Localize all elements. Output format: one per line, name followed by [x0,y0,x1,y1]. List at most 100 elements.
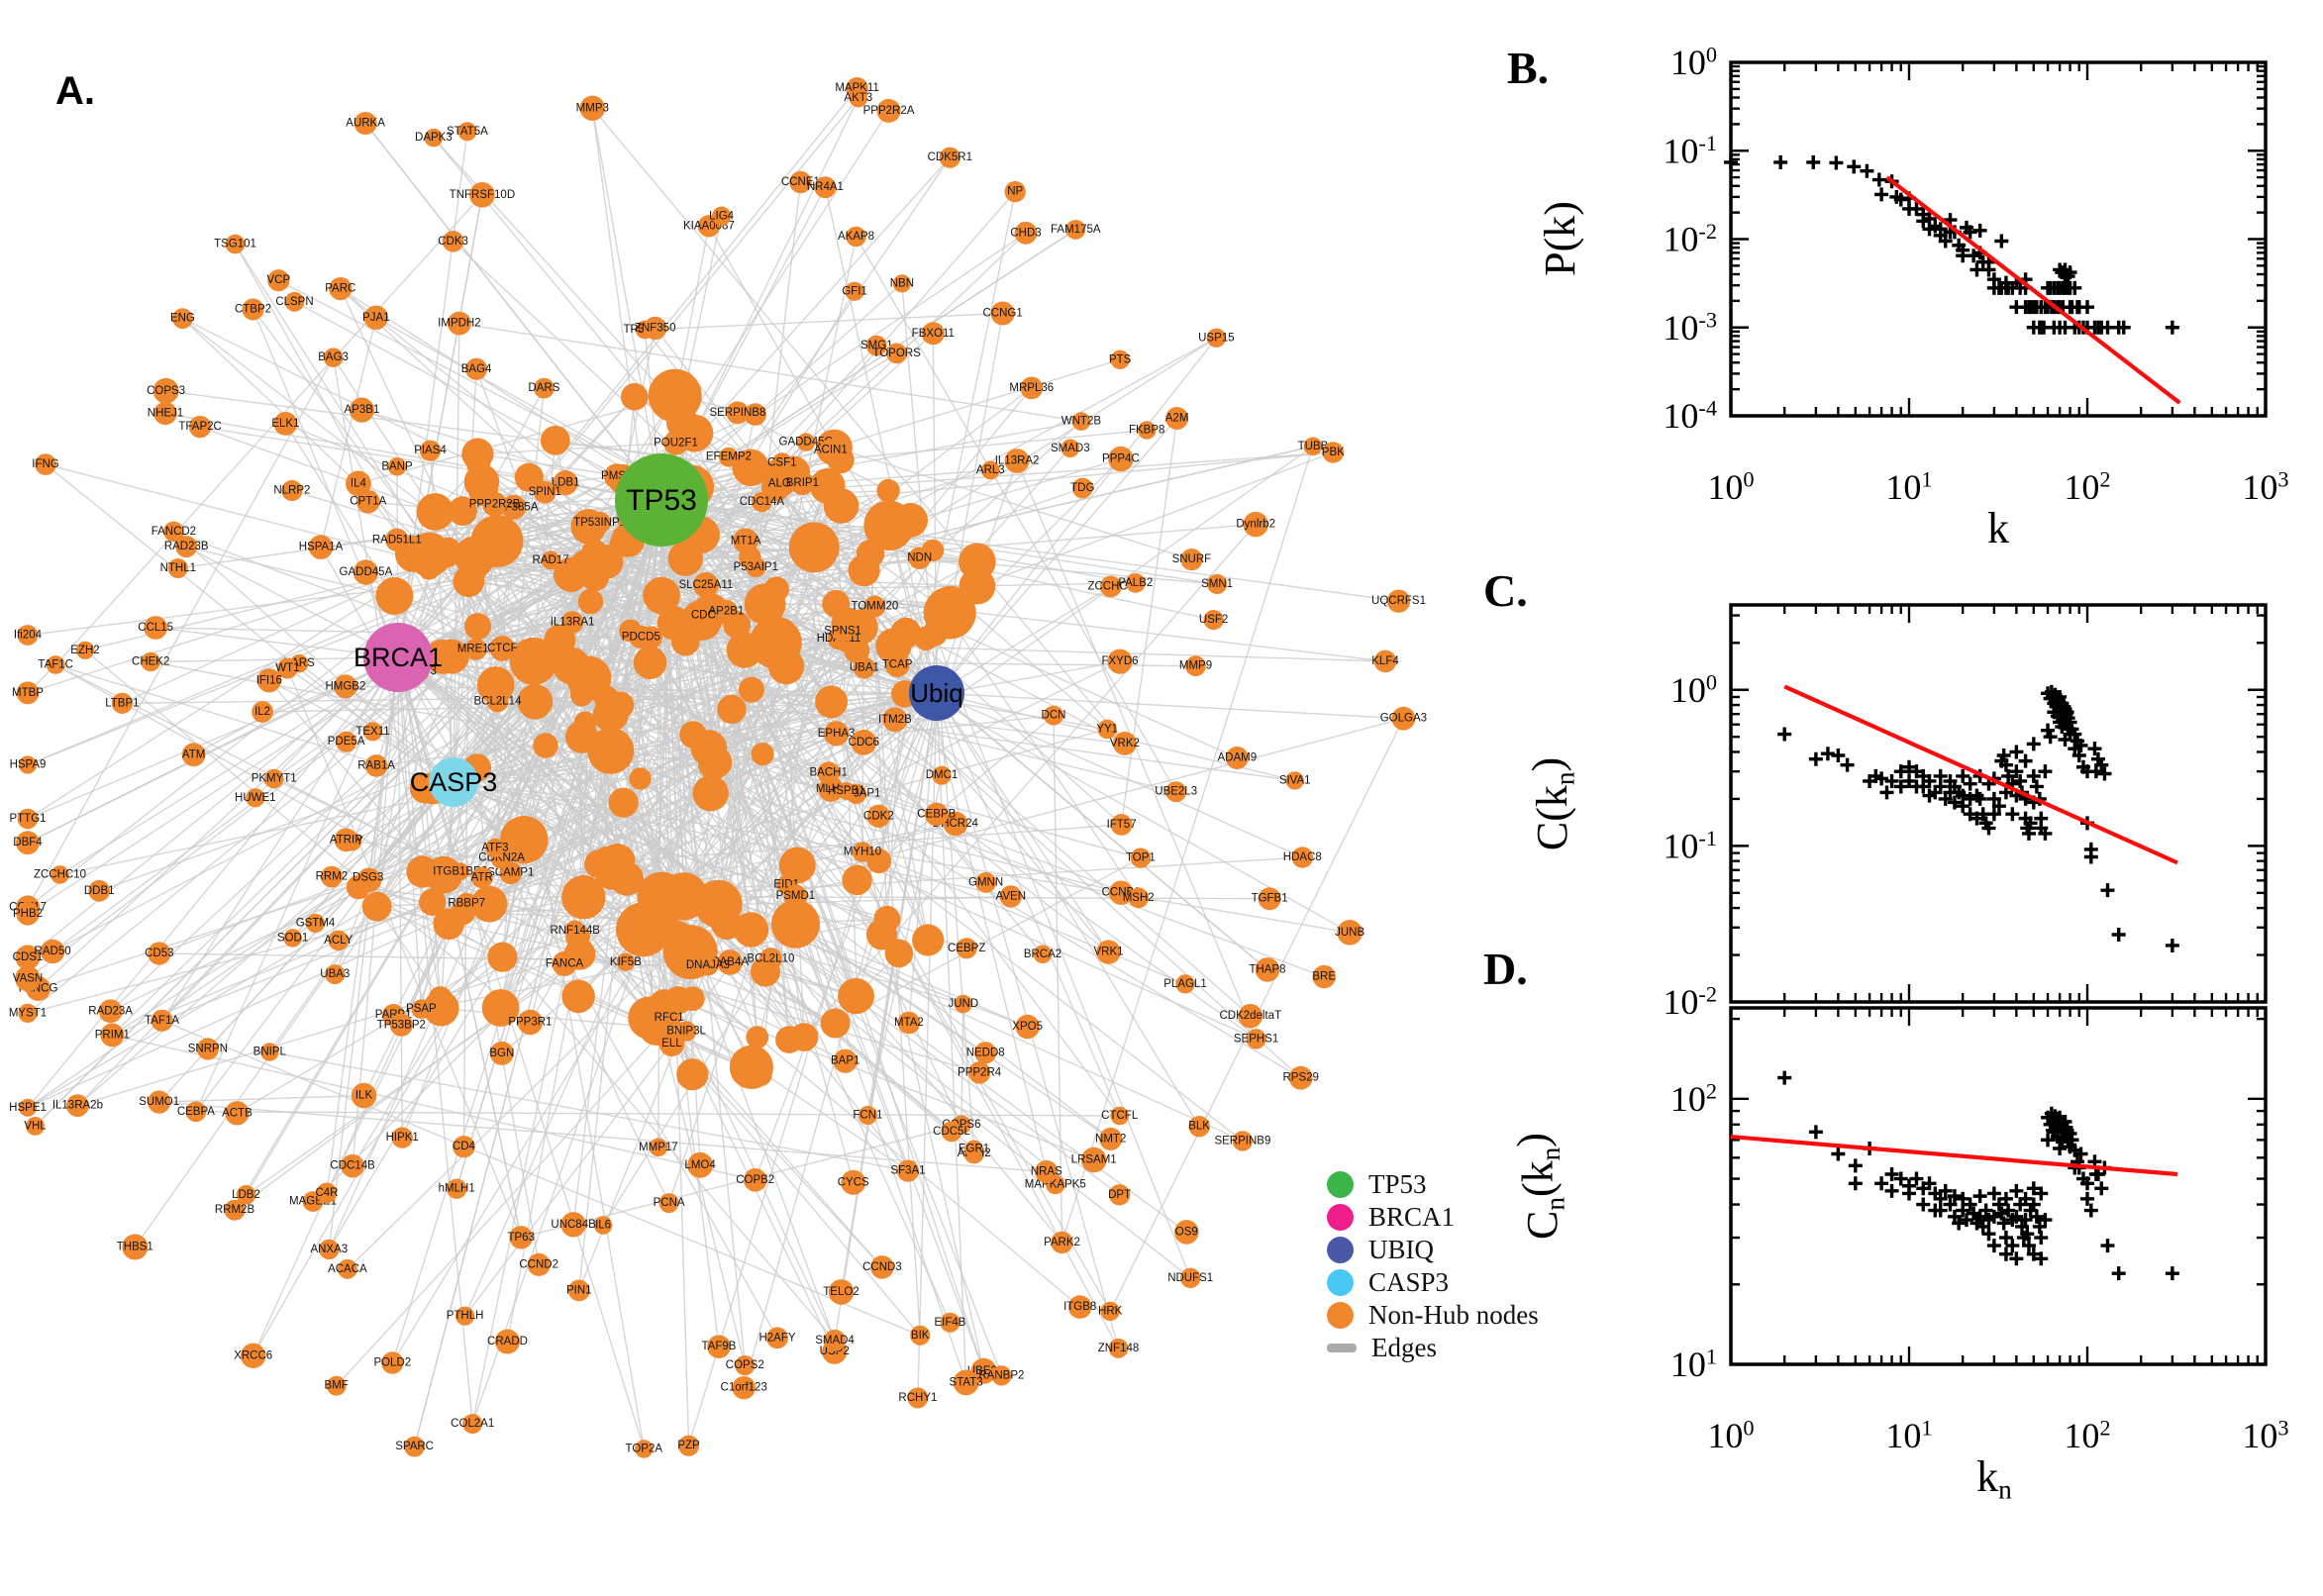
gene-node-label: GFI1 [842,285,867,297]
gene-node-label: BRIP1 [786,477,819,489]
gene-node-label: NR4A1 [807,181,844,193]
gene-node-label: ZCCHC8 [1087,580,1134,592]
gene-node-label: RAD50 [35,946,71,957]
legend-item-brca1: BRCA1 [1327,1201,1539,1234]
y-tick-label: 101 [1670,1345,1717,1384]
gene-node-label: POLD2 [373,1357,411,1369]
gene-node-label: LMO4 [684,1159,716,1171]
gene-node-label: NEDD8 [966,1047,1005,1058]
gene-node-label: SPARC [395,1441,434,1452]
gene-node-label: CDC14B [330,1160,375,1172]
hub-node-brca1 [363,623,433,692]
gene-node-label: NDUFS1 [1167,1272,1213,1284]
legend-item-label: TP53 [1368,1169,1427,1199]
gene-node-label: DAPK3 [415,132,453,144]
gene-node-label: SMAD3 [1051,443,1090,454]
gene-node-label: BAG3 [318,351,349,363]
gene-node-label: ATF3 [481,843,508,854]
gene-node-label: ATM [182,748,205,760]
gene-node-label: NMT2 [1095,1133,1126,1145]
gene-node-label: BANP [381,460,413,472]
network-legend: TP53 BRCA1 UBIQ CASP3 Non-Hub nodes Edges [1327,1168,1539,1364]
gene-node-label: MSH2 [1123,892,1155,904]
gene-node-label: ITM2B [878,714,912,726]
gene-node-label: MAPK11 [835,82,879,94]
gene-node-label: ARL3 [976,464,1005,476]
gene-node-label: PDCD5 [622,632,660,644]
gene-node-label: ACLY [324,935,354,947]
gene-node-label: FKBP8 [1129,425,1164,437]
gene-node-label: FAM175A [1051,224,1101,236]
gene-node-label: BMF [325,1380,349,1392]
gene-node-label: HSPE1 [9,1102,47,1114]
gene-node-label: TP53INP1 [573,517,626,529]
gene-node-label: CCNE1 [781,176,820,188]
gene-node-label: RRM2B [215,1204,255,1216]
gene-node-label: FXYD6 [1101,655,1138,667]
data-points [1777,684,2179,952]
gene-node-label: PTHLH [447,1310,484,1322]
gene-node-label: EZH2 [70,645,99,656]
legend-item-edges: Edges [1327,1332,1539,1364]
gene-node-label: DMC1 [926,769,959,781]
gene-node-label: CCND2 [519,1258,558,1270]
gene-node-label: LRSAM1 [1071,1154,1117,1166]
gene-node-label: PIAS4 [414,445,447,456]
gene-node-label: CD53 [145,948,173,959]
gene-node-label: IL13RA2b [52,1100,103,1112]
gene-node-label: AVEN [996,891,1026,903]
x-tick-label: 100 [1707,467,1754,507]
legend-item-label: Non-Hub nodes [1368,1300,1539,1330]
gene-node-label: HRK [1098,1305,1123,1317]
y-axis-title: C(kn) [1523,757,1579,850]
gene-node-label: IL2 [254,706,270,718]
gene-node-label: COL2A1 [451,1418,494,1430]
gene-node-label: DPT [1108,1189,1131,1201]
gene-node-label: CCNG1 [982,308,1022,320]
gene-node-label: SNRPN [188,1044,228,1055]
gene-node-label: RAD17 [533,554,569,566]
legend-item-label: Edges [1371,1333,1437,1362]
gene-node-label: AKAP8 [838,231,874,243]
gene-node-label: SMAD4 [815,1335,855,1347]
gene-node-label: NBN [890,277,914,289]
gene-node-label: MRPL36 [1009,382,1054,394]
gene-node-label: ZCCHC10 [34,869,86,881]
gene-node-label: CHEK2 [132,656,169,668]
gene-node-label: CDK5R1 [928,151,972,163]
gene-node-label: ACACA [328,1263,367,1275]
panel-c-label: C. [1483,565,1528,616]
legend-node-swatch [1327,1237,1354,1263]
gene-node-label: CRADD [487,1336,528,1347]
gene-node-label: IL13RA2 [995,455,1040,467]
gene-node-label: SLC25A11 [679,579,734,591]
gene-node-label: STAT3 [950,1376,983,1388]
gene-node-label: DSG3 [353,871,383,883]
gene-node-label: PPP4C [1102,453,1140,465]
gene-node-label: TDG [1070,482,1094,494]
gene-node-label: DCN [1042,710,1066,722]
gene-node-label: NP [1007,186,1023,198]
gene-node-label: JUNB [1335,927,1364,939]
gene-node-label: PZP [677,1440,700,1451]
gene-node-label: CTBP2 [235,304,271,316]
gene-node-label: TAF1A [145,1015,179,1027]
gene-node-label: IL6 [595,1220,611,1232]
y-tick-label: 10-1 [1663,826,1717,865]
gene-node-label: DDB1 [84,885,115,897]
gene-node-label: MRE11 [457,644,495,655]
legend-item-label: BRCA1 [1368,1202,1456,1232]
gene-node-label: BLK [1188,1121,1210,1133]
gene-node-label: RNF144B [550,925,600,937]
y-axis-title: P(k) [1536,201,1584,276]
gene-node-label: CCND3 [862,1261,902,1273]
gene-node-label: IL13RA1 [551,617,595,629]
gene-node-label: RBBP7 [448,898,485,910]
gene-node-label: EGR1 [959,1144,989,1155]
gene-node-label: CDC14A [740,496,785,508]
y-tick-label: 10-1 [1663,131,1717,170]
legend-item-casp3: CASP3 [1327,1266,1539,1299]
gene-node-label: VRK1 [1093,947,1123,958]
gene-node-label: USF2 [1199,614,1228,626]
